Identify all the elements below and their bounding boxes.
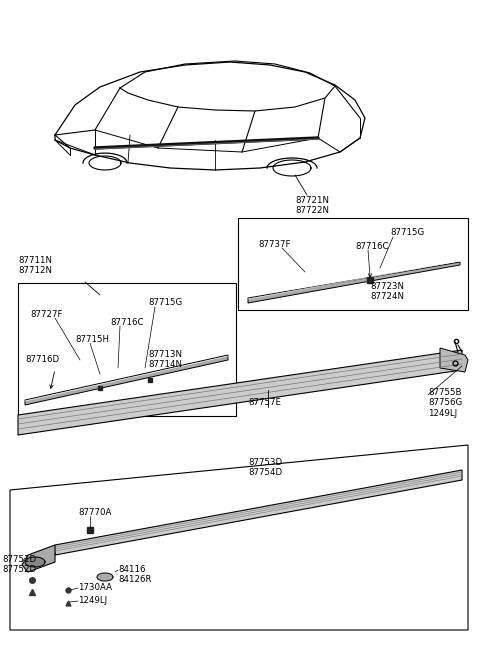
Text: 87721N
87722N: 87721N 87722N — [295, 196, 329, 215]
Text: 87716C: 87716C — [355, 242, 388, 251]
Polygon shape — [440, 348, 468, 372]
Polygon shape — [22, 545, 55, 572]
Text: 87753D
87754D: 87753D 87754D — [248, 458, 282, 477]
Polygon shape — [25, 355, 228, 405]
Polygon shape — [18, 350, 462, 435]
Text: 1249LJ: 1249LJ — [78, 596, 107, 605]
Polygon shape — [248, 262, 460, 303]
Text: 87737F: 87737F — [258, 240, 290, 249]
Text: 87715H: 87715H — [75, 335, 109, 344]
Text: 87755B
87756G
1249LJ: 87755B 87756G 1249LJ — [428, 388, 462, 418]
Text: 84116
84126R: 84116 84126R — [118, 565, 152, 584]
Text: 87757E: 87757E — [248, 398, 281, 407]
Text: 87711N
87712N: 87711N 87712N — [18, 255, 52, 275]
Bar — [238, 218, 468, 310]
Text: 87727F: 87727F — [30, 310, 62, 319]
Polygon shape — [97, 573, 113, 581]
Polygon shape — [55, 470, 462, 555]
Text: 87713N
87714N: 87713N 87714N — [148, 350, 182, 369]
Text: 87723N
87724N: 87723N 87724N — [370, 282, 404, 301]
Text: 87716D: 87716D — [25, 355, 59, 364]
Text: 1730AA: 1730AA — [78, 583, 112, 592]
Text: 87715G: 87715G — [390, 228, 424, 237]
Text: 87751D
87752D: 87751D 87752D — [2, 555, 36, 574]
Bar — [18, 283, 236, 416]
Text: 87716C: 87716C — [110, 318, 144, 327]
Text: 87770A: 87770A — [78, 508, 111, 517]
Polygon shape — [25, 557, 45, 567]
Text: 87715G: 87715G — [148, 298, 182, 307]
